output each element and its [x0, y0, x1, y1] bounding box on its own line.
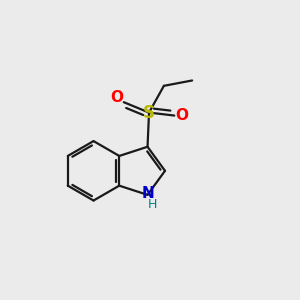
Text: S: S — [143, 103, 155, 122]
Text: O: O — [111, 90, 124, 105]
Text: H: H — [148, 198, 158, 211]
Text: N: N — [141, 186, 154, 201]
Text: O: O — [175, 108, 188, 123]
